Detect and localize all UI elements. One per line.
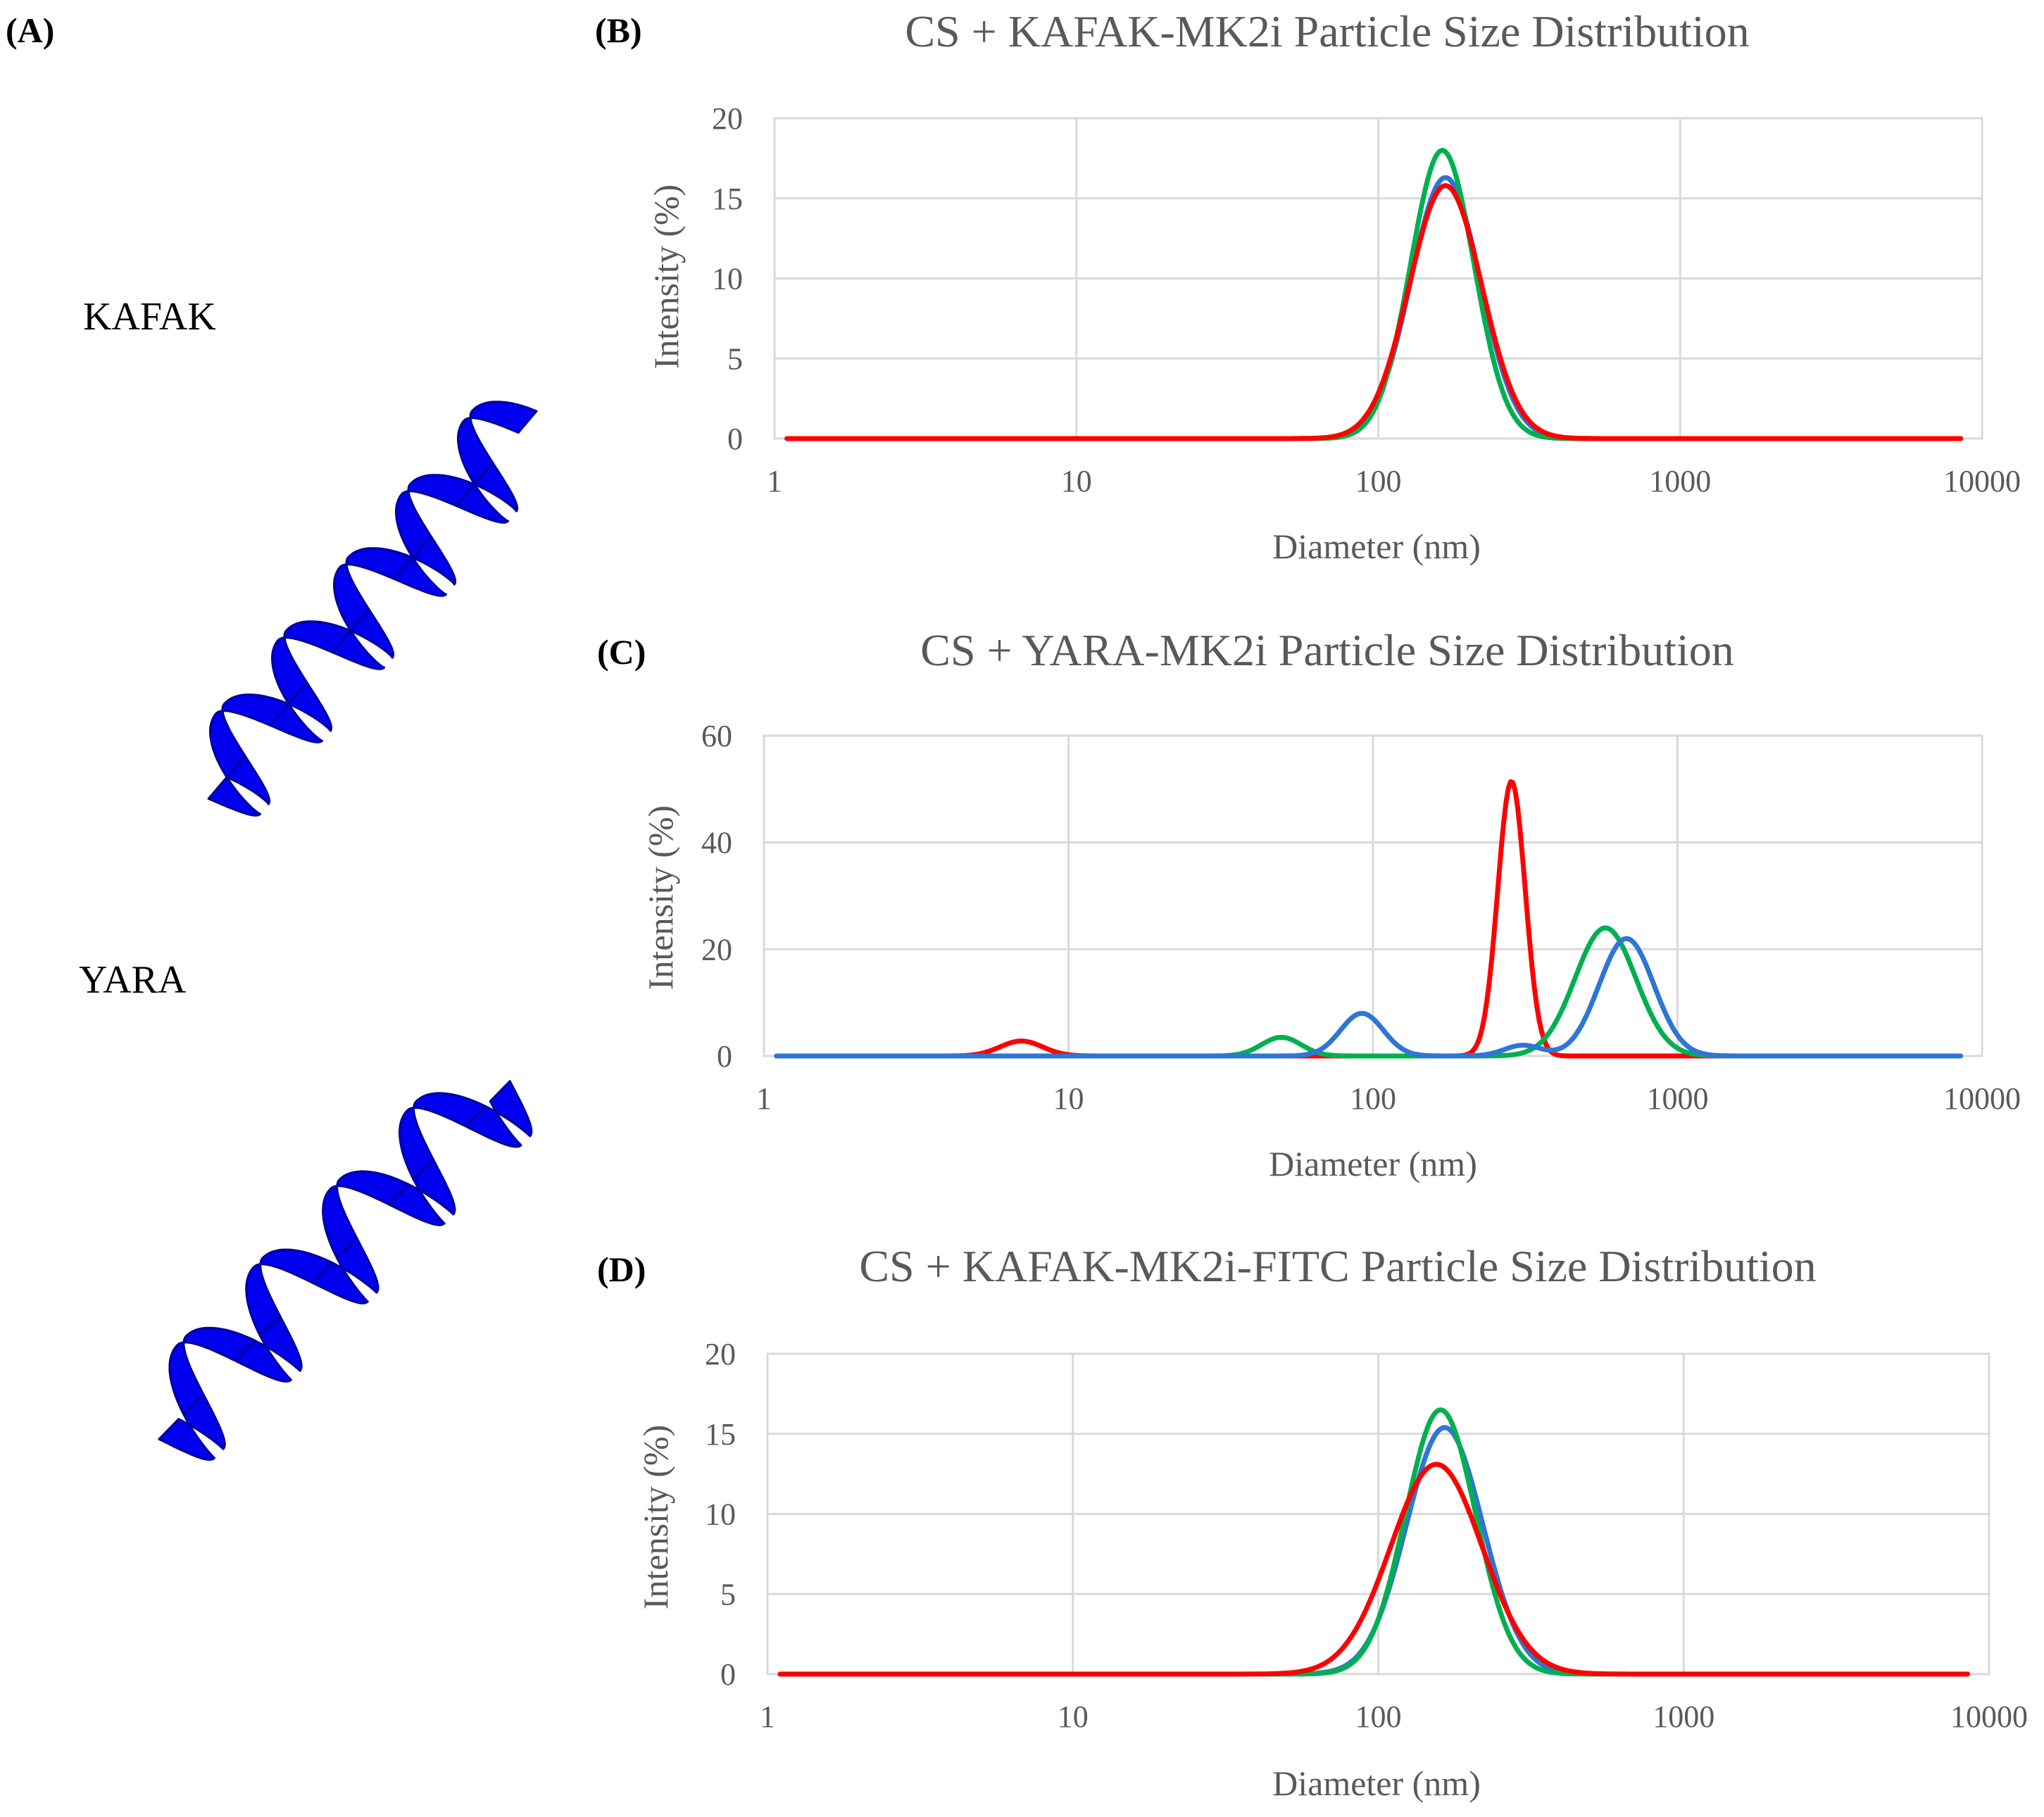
chart-yara-mk2i: (C) CS + YARA-MK2i Particle Size Distrib… [597,625,2021,1183]
y-tick-label: 60 [701,719,732,753]
series-line-green [774,925,1963,1059]
series-line-blue [774,936,1963,1059]
x-axis-title: Diameter (nm) [1272,527,1481,566]
y-tick-label: 20 [712,101,743,136]
x-tick-label: 10 [1061,464,1092,498]
chart-kafak-mk2i: (B) CS + KAFAK-MK2i Particle Size Distri… [595,6,2021,566]
helix-segment [399,1092,487,1181]
helix-segment [457,401,538,486]
panel-d-label: (D) [597,1250,646,1289]
y-tick-label: 15 [712,182,743,216]
y-tick-label: 15 [705,1417,736,1452]
kafak-label: KAFAK [83,295,216,339]
x-tick-label: 1000 [1647,1081,1709,1116]
x-axis-title: Diameter (nm) [1269,1144,1477,1183]
x-tick-label: 10000 [1943,464,2021,498]
x-tick-label: 1000 [1653,1699,1714,1734]
x-tick-label: 10000 [1943,1081,2021,1116]
series-line-red [784,183,1964,441]
y-axis-title: Intensity (%) [641,805,680,990]
y-tick-label: 0 [720,1657,736,1692]
ticks: 0 5 10 15 20 1 10 100 1000 10000 [712,101,2021,498]
y-tick-label: 10 [705,1497,736,1532]
x-tick-label: 10 [1053,1081,1084,1116]
helix-segment [464,1080,533,1148]
helix-segment [207,754,271,817]
y-tick-label: 20 [705,1337,736,1371]
helix-segment [245,1248,334,1338]
gridlines [763,734,1983,1057]
yara-label: YARA [79,958,187,1002]
y-tick-label: 20 [701,932,732,967]
y-tick-label: 40 [701,826,732,860]
chart-title: CS + KAFAK-MK2i-FITC Particle Size Distr… [859,1241,1816,1291]
kafak-helix-structure [207,401,538,817]
y-tick-label: 10 [712,262,743,296]
y-tick-label: 5 [720,1577,736,1611]
chart-kafak-mk2i-fitc: (D) CS + KAFAK-MK2i-FITC Particle Size D… [597,1241,2028,1803]
helix-segment [168,1326,257,1416]
y-tick-label: 5 [727,341,743,376]
panel-b-label: (B) [595,11,642,50]
ticks: 0 20 40 60 1 10 100 1000 10000 [701,719,2021,1116]
y-axis-title: Intensity (%) [636,1425,675,1609]
series-line-green [777,1407,1970,1677]
chart-title: CS + YARA-MK2i Particle Size Distributio… [920,625,1733,675]
x-tick-label: 100 [1350,1081,1396,1116]
x-tick-label: 100 [1355,1699,1402,1734]
ticks: 0 5 10 15 20 1 10 100 1000 10000 [705,1337,2028,1734]
panel-c-label: (C) [597,632,646,672]
x-tick-label: 1000 [1649,464,1711,498]
y-tick-label: 0 [727,422,743,456]
series-line-blue [777,1425,1970,1677]
series-line-green [784,148,1964,441]
helix-segment [322,1170,410,1259]
x-tick-label: 1 [756,1081,772,1116]
chart-title: CS + KAFAK-MK2i Particle Size Distributi… [905,6,1749,56]
x-axis-title: Diameter (nm) [1272,1763,1481,1803]
yara-helix-structure [158,1080,533,1461]
series-lines [784,148,1964,441]
x-tick-label: 1 [767,464,782,498]
y-axis-title: Intensity (%) [646,184,686,369]
panel-a: (A) KAFAK YARA [6,11,538,1461]
x-tick-label: 100 [1355,464,1402,498]
series-lines [777,1407,1970,1677]
series-line-red [777,1461,1970,1677]
x-tick-label: 1 [760,1699,775,1734]
x-tick-label: 10000 [1950,1699,2028,1734]
series-lines [774,779,1963,1059]
y-tick-label: 0 [717,1039,732,1074]
x-tick-label: 10 [1058,1699,1089,1734]
gridlines [766,1352,1990,1675]
panel-a-label: (A) [6,11,54,50]
